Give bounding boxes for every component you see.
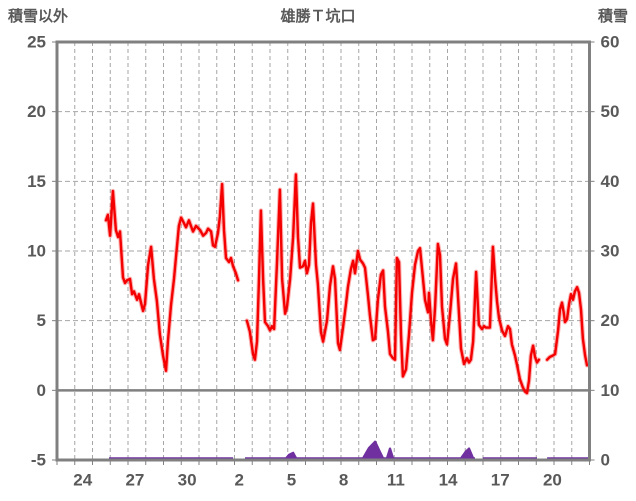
x-axis-tick-label: 20: [543, 470, 562, 489]
right-axis-tick-label: 0: [601, 450, 610, 469]
snow-depth-line: [245, 440, 475, 460]
right-axis-tick-label: 20: [601, 311, 620, 330]
x-axis-tick-label: 27: [125, 470, 144, 489]
x-axis-tick-label: 17: [491, 470, 510, 489]
x-axis-tick-label: 30: [178, 470, 197, 489]
chart-title: 雄勝Ｔ坑口: [280, 8, 356, 25]
x-axis-tick-label: 8: [339, 470, 348, 489]
left-axis-tick-label: 5: [37, 311, 46, 330]
other-than-snow-line-glow: [103, 181, 241, 374]
other-than-snow-line: [245, 173, 541, 395]
right-axis-tick-label: 50: [601, 102, 620, 121]
x-axis-tick-label: 5: [287, 470, 296, 489]
x-axis-tick-label: 24: [73, 470, 92, 489]
other-than-snow-line: [104, 182, 240, 372]
left-axis-tick-label: 0: [37, 381, 46, 400]
left-axis-tick-label: 10: [27, 241, 46, 260]
right-axis-tick-label: 60: [601, 32, 620, 51]
left-axis-tick-label: 15: [27, 172, 46, 191]
left-axis-tick-label: -5: [31, 450, 46, 469]
snow-depth-area: [245, 441, 475, 459]
left-axis-title: 積雪以外: [8, 8, 69, 25]
right-axis-tick-label: 30: [601, 241, 620, 260]
right-axis-tick-label: 10: [601, 381, 620, 400]
x-axis-tick-label: 11: [387, 470, 405, 489]
other-than-snow-line: [545, 286, 589, 367]
left-axis-tick-label: 20: [27, 102, 46, 121]
right-axis-title: 積雪: [597, 8, 628, 25]
left-axis-tick-label: 25: [27, 32, 46, 51]
right-axis-tick-label: 40: [601, 172, 620, 191]
x-axis-tick-label: 2: [235, 470, 244, 489]
x-axis-tick-label: 14: [439, 470, 458, 489]
plot-border: [55, 40, 591, 462]
